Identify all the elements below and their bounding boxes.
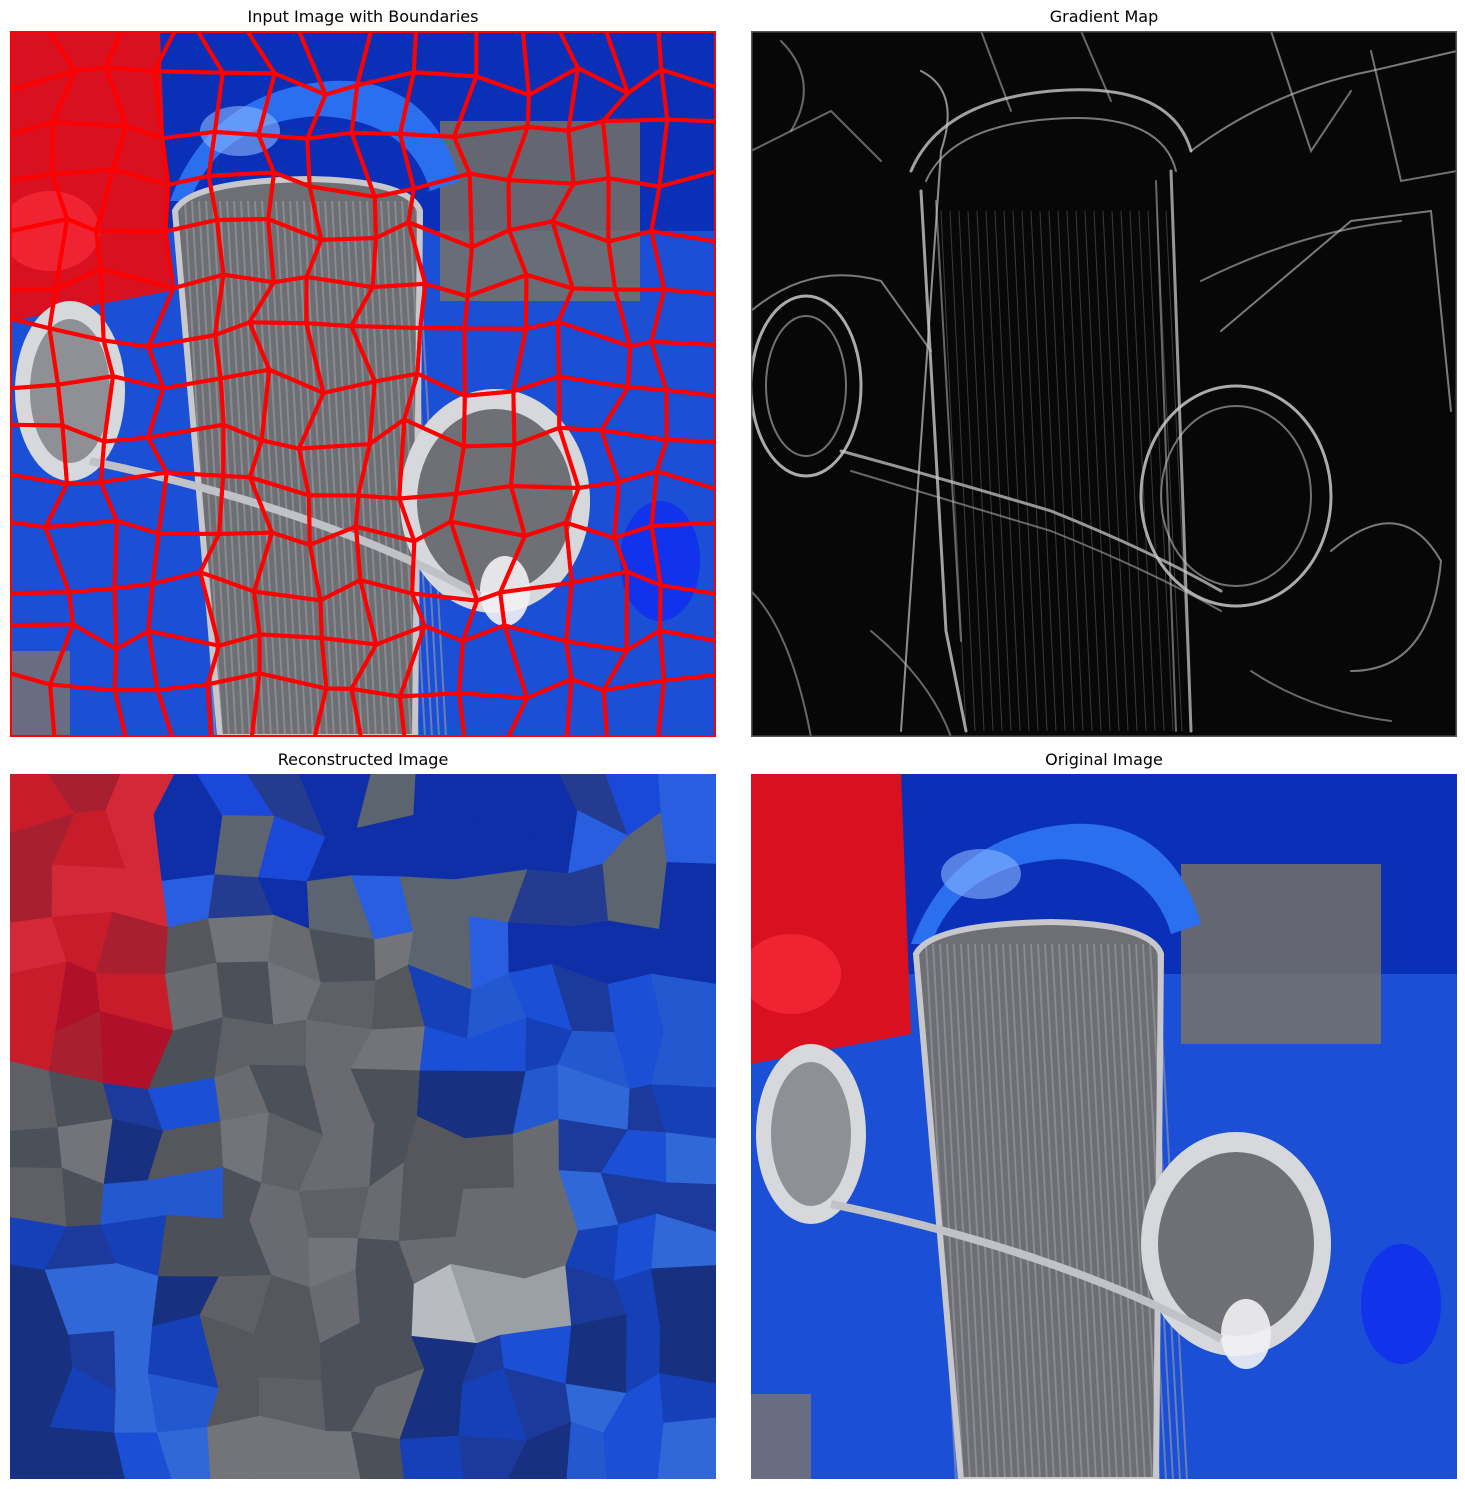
gradient-panel: Gradient Map <box>751 0 1457 737</box>
gradient-image <box>751 31 1457 737</box>
boundaries-panel: Input Image with Boundaries <box>10 0 716 737</box>
panel-title: Reconstructed Image <box>277 750 449 769</box>
panel-title: Input Image with Boundaries <box>247 7 479 26</box>
car-photo <box>751 774 1457 1479</box>
panel-title: Gradient Map <box>1049 7 1159 26</box>
panel-title: Original Image <box>1045 750 1163 769</box>
superpixel-mosaic <box>10 774 716 1479</box>
reconstructed-panel: Reconstructed Image <box>10 744 716 1479</box>
grille-slats <box>940 210 1192 732</box>
superpixel-boundaries <box>10 31 716 737</box>
reconstructed-image <box>10 774 716 1479</box>
original-image <box>751 774 1457 1479</box>
boundaries-image <box>10 31 716 737</box>
edge-lines <box>751 31 1457 737</box>
original-panel: Original Image <box>751 744 1457 1479</box>
